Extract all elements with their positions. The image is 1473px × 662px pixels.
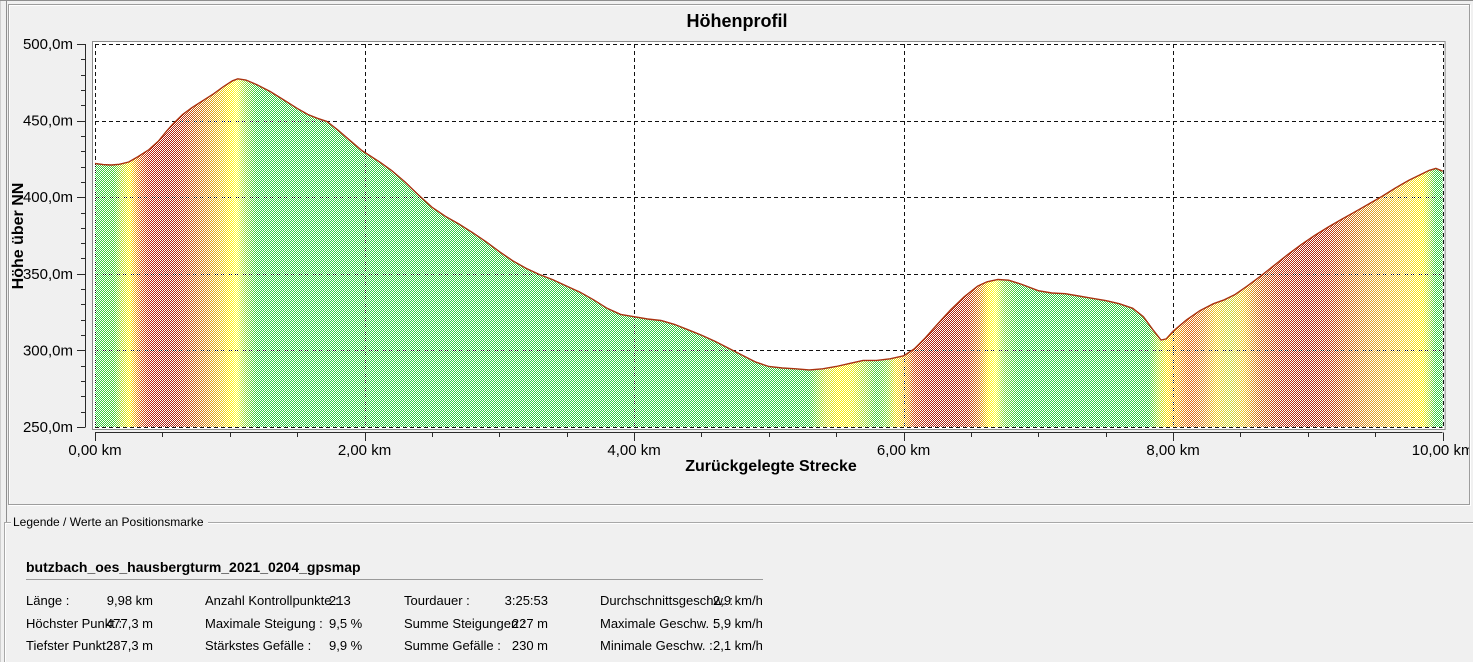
x-tick-label: 6,00 km	[877, 442, 930, 459]
stat-label: Durchschnittsgeschw. :	[600, 593, 733, 608]
stat-label: Tiefster Punkt :	[26, 638, 113, 653]
stat-label: Maximale Steigung :	[205, 616, 323, 631]
stat-value: 9,5 %	[329, 616, 363, 631]
x-tick-label: 4,00 km	[607, 442, 660, 459]
stat-label: Tourdauer :	[404, 593, 470, 608]
chart-title: Höhenprofil	[687, 11, 788, 31]
stat-label: Stärkstes Gefälle :	[205, 638, 312, 653]
legend-caption: Legende / Werte an Positionsmarke	[11, 515, 208, 529]
y-tick-label: 350,0m	[23, 266, 73, 283]
stat-value: 9,98 km	[106, 593, 153, 608]
y-axis-title: Höhe über NN	[10, 183, 27, 290]
y-tick-label: 300,0m	[23, 342, 73, 359]
x-axis-title: Zurückgelegte Strecke	[685, 458, 857, 475]
stat-label: Summe Gefälle :	[404, 638, 501, 653]
elevation-chart: Höhenprofil 500,0m 450,0m 400,0m 350,0m 300,…	[10, 11, 1469, 475]
stat-value: 9,9 %	[329, 638, 363, 653]
track-name-divider	[26, 579, 763, 580]
x-tick-label: 0,00 km	[68, 442, 121, 459]
stat-value: 2,1 km/h	[713, 638, 763, 653]
stat-label: Anzahl Kontrollpunkte :	[205, 593, 339, 608]
stat-label: Summe Steigungen :	[404, 616, 526, 631]
stat-label: Minimale Geschw. :	[600, 638, 713, 653]
dither-overlay	[95, 78, 1443, 428]
legend-groupbox: Legende / Werte an Positionsmarke butzba…	[4, 515, 1473, 662]
stat-value: 477,3 m	[106, 616, 153, 631]
y-tick-label: 400,0m	[23, 189, 73, 206]
stat-label: Maximale Geschw. :	[600, 616, 717, 631]
stat-value: 213	[329, 593, 351, 608]
stat-value: 227 m	[511, 616, 548, 631]
y-tick-label: 450,0m	[23, 113, 73, 130]
window-left-frame	[0, 1, 7, 662]
elevation-chart-panel: Höhenprofil 500,0m 450,0m 400,0m 350,0m 300,…	[8, 4, 1470, 505]
track-name: butzbach_oes_hausbergturm_2021_0204_gpsm…	[26, 559, 361, 575]
stat-value: 230 m	[511, 638, 548, 653]
y-tick-label: 250,0m	[23, 419, 73, 436]
elevation-line	[94, 78, 1443, 371]
stat-value: 287,3 m	[106, 638, 153, 653]
x-tick-label: 8,00 km	[1146, 442, 1199, 459]
stat-value: 2,9 km/h	[713, 593, 763, 608]
x-tick-label: 10,00 km	[1412, 442, 1469, 459]
y-tick-label: 500,0m	[23, 36, 73, 53]
stat-label: Länge :	[26, 593, 70, 608]
stat-value: 3:25:53	[504, 593, 548, 608]
stat-value: 5,9 km/h	[713, 616, 763, 631]
x-tick-label: 2,00 km	[338, 442, 391, 459]
stat-label: Höchster Punkt :	[26, 616, 123, 631]
